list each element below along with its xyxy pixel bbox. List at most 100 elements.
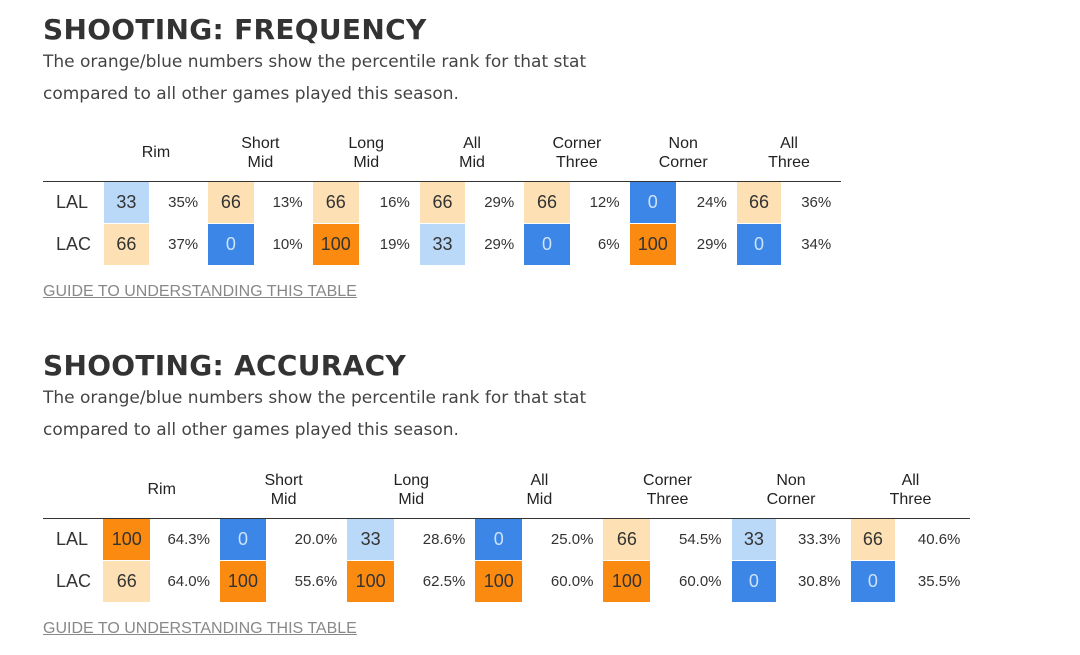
percentile-rank: 66 (736, 182, 782, 223)
stat-value: 54.5% (650, 517, 732, 561)
column-header: All Three (851, 462, 971, 518)
percentile-rank: 0 (731, 561, 777, 602)
percentile-cell: 33 (347, 517, 395, 561)
stat-value: 28.6% (394, 517, 476, 561)
stat-value: 62.5% (422, 573, 466, 590)
stat-value: 33.3% (776, 517, 851, 561)
frequency-guide-link[interactable]: GUIDE TO UNDERSTANDING THIS TABLE (43, 283, 357, 300)
percentile-cell: 100 (603, 561, 651, 603)
column-header: Rim (103, 462, 220, 518)
percentile-rank: 66 (603, 519, 651, 560)
column-header-line2: Mid (398, 490, 425, 508)
stat-value: 29% (465, 180, 525, 224)
percentile-cell: 33 (731, 517, 777, 561)
column-header: All Mid (475, 462, 603, 518)
percentile-rank: 66 (103, 224, 150, 265)
stat-value: 12% (569, 180, 630, 224)
column-header: Short Mid (220, 462, 347, 518)
column-header-line1: All (780, 134, 798, 152)
percentile-rank: 0 (475, 519, 523, 560)
percentile-rank: 0 (208, 224, 254, 265)
column-header: Corner Three (524, 125, 629, 181)
stat-value: 10% (272, 236, 303, 253)
column-header-line1: Short (264, 471, 303, 489)
team-name: LAC (56, 234, 92, 254)
team-name: LAC (56, 571, 92, 591)
percentile-cell: 100 (347, 561, 395, 603)
percentile-cell: 100 (312, 224, 359, 266)
column-header-line2: Corner (658, 153, 708, 171)
column-header-line1: Corner (552, 134, 602, 152)
percentile-rank: 33 (731, 519, 777, 560)
stat-value: 64.0% (167, 573, 210, 590)
column-header-line2: Mid (270, 490, 297, 508)
column-header-line1: Non (776, 471, 806, 489)
percentile-rank: 0 (524, 224, 570, 265)
frequency-table: Rim Short Mid Long Mid All Mid Corner Three Non Co… (43, 125, 894, 266)
stat-value: 29% (696, 236, 727, 253)
column-header-line1: Short (241, 134, 280, 152)
column-header: Long Mid (347, 462, 475, 518)
percentile-cell: 100 (475, 561, 523, 603)
percentile-rank: 66 (103, 561, 151, 602)
team-column-header (43, 462, 103, 518)
stat-value: 35.5% (917, 573, 961, 590)
percentile-rank: 100 (475, 561, 523, 602)
table-row: LAC 66 64.0% 100 55.6% 100 62.5% 100 60.0% 100 60.… (43, 561, 1021, 603)
stat-value: 55.6% (294, 573, 338, 590)
table-row: LAC 66 37% 0 10% 100 19% 33 29% 0 6% 100 29% 0 34% (43, 224, 894, 266)
percentile-cell: 66 (312, 180, 359, 224)
accuracy-guide-link[interactable]: GUIDE TO UNDERSTANDING THIS TABLE (43, 620, 357, 637)
team-name: LAL (43, 517, 104, 561)
accuracy-title: SHOOTING: ACCURACY (43, 349, 407, 382)
percentile-rank: 0 (219, 519, 266, 560)
percentile-cell: 0 (629, 180, 676, 224)
percentile-cell: 66 (103, 561, 151, 603)
percentile-rank: 33 (347, 519, 395, 560)
stat-value: 35% (149, 180, 209, 224)
percentile-cell: 66 (603, 517, 651, 561)
frequency-description-line1: The orange/blue numbers show the percent… (43, 52, 587, 72)
stat-value: 34% (801, 236, 832, 253)
team-name: LAL (43, 180, 104, 224)
stat-value: 16% (358, 180, 420, 224)
stat-value: 36% (781, 180, 842, 224)
percentile-cell: 0 (208, 224, 254, 266)
stat-value: 25.0% (522, 517, 604, 561)
percentile-rank: 100 (629, 224, 676, 265)
percentile-cell: 0 (219, 517, 266, 561)
frequency-description-line2: compared to all other games played this … (43, 84, 459, 104)
percentile-rank: 66 (419, 182, 466, 223)
percentile-cell: 100 (103, 517, 151, 561)
column-header-line1: Long (348, 134, 384, 152)
stat-value: 37% (168, 236, 199, 253)
column-header: Corner Three (603, 462, 731, 518)
column-header: Non Corner (630, 125, 737, 181)
percentile-cell: 0 (475, 517, 523, 561)
percentile-rank: 100 (103, 519, 151, 560)
column-header-line2: Three (556, 153, 598, 171)
percentile-cell: 66 (850, 517, 896, 561)
stat-value: 19% (379, 236, 410, 253)
stat-value: 40.6% (895, 517, 971, 561)
percentile-rank: 66 (850, 519, 896, 560)
percentile-rank: 100 (312, 224, 359, 265)
percentile-cell: 100 (219, 561, 266, 603)
percentile-rank: 100 (219, 561, 266, 602)
percentile-rank: 66 (208, 182, 254, 223)
percentile-rank: 66 (524, 182, 570, 223)
stat-value: 29% (484, 236, 515, 253)
percentile-cell: 66 (524, 180, 570, 224)
column-header: Non Corner (732, 462, 851, 518)
stat-value: 6% (597, 236, 620, 253)
column-header-line2: Mid (353, 153, 380, 171)
percentile-rank: 0 (850, 561, 896, 602)
column-header-line1: All (530, 471, 549, 489)
percentile-cell: 66 (419, 180, 466, 224)
percentile-rank: 66 (312, 182, 359, 223)
column-header-line1: Non (668, 134, 698, 152)
accuracy-description-line2: compared to all other games played this … (43, 420, 459, 440)
stat-value: 60.0% (678, 573, 722, 590)
frequency-title: SHOOTING: FREQUENCY (43, 13, 427, 46)
column-header-line2: Mid (247, 153, 274, 171)
